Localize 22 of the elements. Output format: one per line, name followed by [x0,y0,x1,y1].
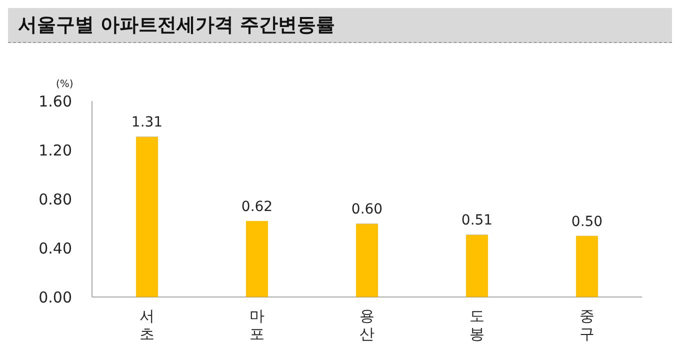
bar [246,221,268,297]
chart-title: 서울구별 아파트전세가격 주간변동률 [8,8,672,43]
bar [136,136,158,297]
bar [356,224,378,297]
x-tick-label: 용산 [360,307,374,343]
y-tick-label: 1.60 [38,92,72,110]
y-axis-title: (%) [56,79,74,90]
data-label: 0.50 [571,214,603,230]
bar [466,234,488,297]
x-tick-label: 서초 [140,307,154,343]
data-label: 0.51 [461,212,493,229]
bar [576,236,598,297]
x-tick-label: 중구 [580,307,594,343]
y-tick-label: 0.80 [38,190,72,208]
x-tick-label: 마포 [250,307,264,343]
data-label: 0.62 [241,199,273,216]
y-tick-label: 0.40 [38,239,72,258]
x-tick-label: 도봉 [470,307,484,343]
y-tick-label: 1.20 [38,141,72,160]
y-tick-label: 0.00 [38,288,72,306]
data-label: 0.60 [351,202,383,218]
data-label: 1.31 [131,114,163,131]
